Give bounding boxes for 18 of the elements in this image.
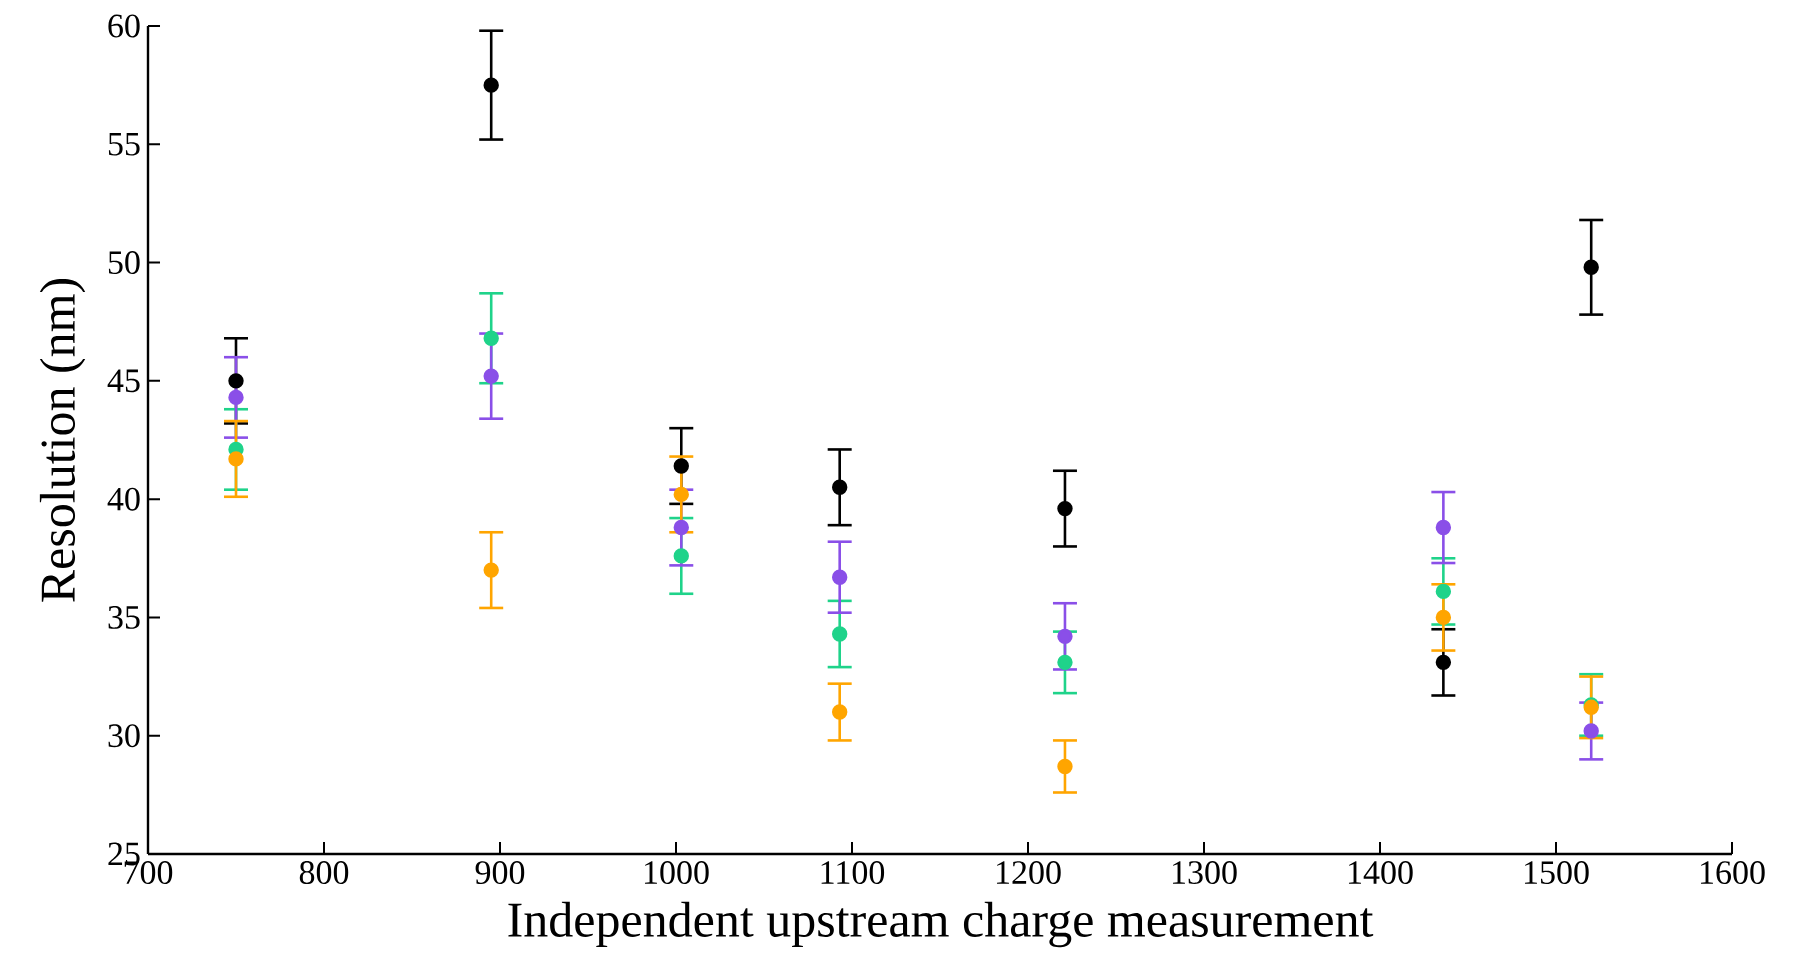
- y-tick-label: 35: [108, 606, 140, 629]
- y-tick-label: 60: [108, 14, 140, 38]
- y-tick-label: 45: [107, 369, 140, 393]
- x-tick-label: 1400: [1348, 861, 1413, 885]
- x-tick-label: 1100: [821, 861, 885, 885]
- x-tick-label: 1600: [1700, 861, 1765, 885]
- x-tick-label: 900: [475, 861, 525, 885]
- x-axis-title: Independent upstream charge measurement: [508, 901, 1374, 948]
- y-tick-label: 40: [107, 487, 140, 511]
- y-tick-label: 55: [108, 132, 140, 156]
- y-tick-label: 30: [108, 724, 140, 748]
- x-tick-label: 1000: [644, 861, 709, 885]
- y-axis-title: Resolution (nm): [39, 279, 86, 602]
- x-tick-label: 1300: [1172, 861, 1237, 885]
- x-tick-label: 1500: [1524, 861, 1589, 885]
- y-tick-label: 50: [108, 251, 140, 275]
- x-tick-label: 1200: [996, 861, 1061, 885]
- x-tick-label: 800: [299, 861, 349, 885]
